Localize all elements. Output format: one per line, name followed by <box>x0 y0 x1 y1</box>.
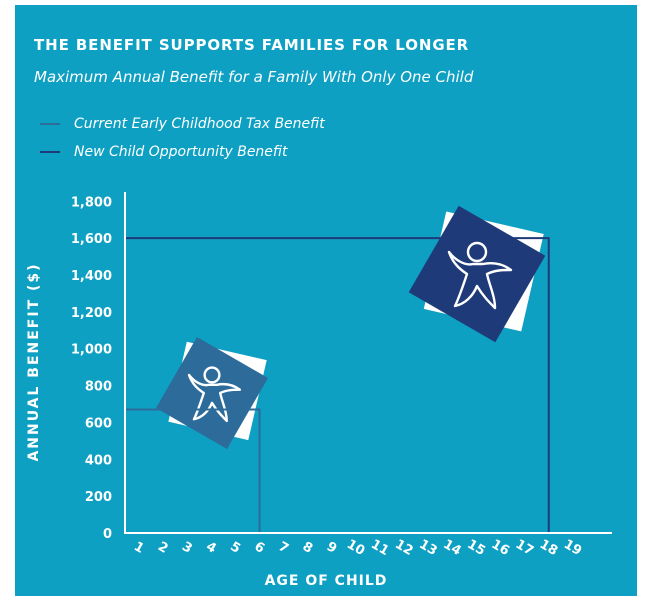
x-tick-label: 7 <box>276 539 291 557</box>
icon-card <box>409 206 546 343</box>
x-tick-label: 17 <box>513 537 536 559</box>
x-tick-label: 9 <box>324 539 339 557</box>
icons-layer <box>156 206 545 449</box>
y-tick-label: 1,400 <box>71 269 112 284</box>
y-tick-label: 1,200 <box>71 306 112 321</box>
x-axis-title: AGE OF CHILD <box>265 573 388 589</box>
y-tick-label: 800 <box>85 380 112 395</box>
child-figure-icon <box>409 206 546 343</box>
x-tick-label: 10 <box>344 537 367 559</box>
x-tick-label: 6 <box>252 539 267 557</box>
x-tick-label: 19 <box>561 537 584 559</box>
y-tick-label: 200 <box>85 490 112 505</box>
x-tick-label: 14 <box>440 537 463 559</box>
x-tick-label: 8 <box>300 539 315 557</box>
icon-card <box>156 337 268 449</box>
y-tick-label: 1,600 <box>71 232 112 247</box>
x-tick-label: 18 <box>537 537 560 559</box>
x-tick-label: 16 <box>489 537 512 559</box>
x-tick-label: 13 <box>416 537 439 559</box>
child-figure-icon <box>156 337 268 449</box>
y-tick-label: 1,800 <box>71 195 112 210</box>
y-tick-label: 400 <box>85 453 112 468</box>
y-tick-label: 0 <box>103 527 112 542</box>
x-tick-label: 12 <box>392 537 415 559</box>
y-axis-title: ANNUAL BENEFIT ($) <box>26 262 42 461</box>
y-tick-label: 1,000 <box>71 343 112 358</box>
x-tick-label: 4 <box>203 539 218 557</box>
y-tick-label: 600 <box>85 416 112 431</box>
x-tick-label: 2 <box>155 539 170 557</box>
x-tick-label: 11 <box>368 537 391 559</box>
series-line-0 <box>124 410 561 533</box>
x-tick-label: 5 <box>227 539 242 557</box>
x-tick-label: 1 <box>131 539 146 557</box>
x-tick-label: 3 <box>179 539 194 557</box>
x-tick-label: 15 <box>465 537 488 559</box>
